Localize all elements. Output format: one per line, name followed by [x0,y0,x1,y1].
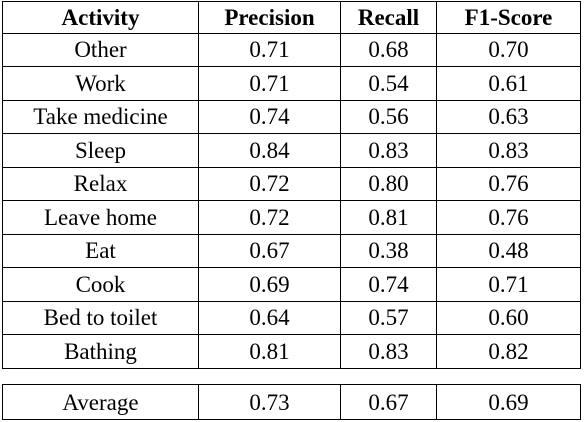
activity-cell: Relax [2,166,199,201]
precision-cell: 0.67 [198,233,341,268]
table-row: Sleep 0.84 0.83 0.83 [2,133,581,168]
recall-cell: 0.80 [340,166,437,201]
precision-cell: 0.84 [198,133,341,168]
precision-cell: 0.71 [198,32,341,67]
f1-cell: 0.63 [436,99,581,134]
precision-cell: 0.69 [198,267,341,302]
activity-cell: Bed to toilet [2,300,199,335]
table-row: Bathing 0.81 0.83 0.82 [2,334,581,369]
table-row: Leave home 0.72 0.81 0.76 [2,200,581,235]
precision-cell: 0.71 [198,66,341,101]
activity-cell: Take medicine [2,99,199,134]
f1-cell: 0.48 [436,233,581,268]
f1-cell: 0.71 [436,267,581,302]
f1-cell: 0.76 [436,200,581,235]
average-recall: 0.67 [340,384,437,420]
precision-cell: 0.74 [198,99,341,134]
recall-cell: 0.74 [340,267,437,302]
table-row: Relax 0.72 0.80 0.76 [2,166,581,201]
table-row: Take medicine 0.74 0.56 0.63 [2,99,581,134]
header-row: Activity Precision Recall F1-Score [2,1,581,34]
activity-cell: Sleep [2,133,199,168]
precision-cell: 0.72 [198,200,341,235]
table-row: Bed to toilet 0.64 0.57 0.60 [2,300,581,335]
header-f1-score: F1-Score [436,1,581,34]
metrics-table: Activity Precision Recall F1-Score Other… [2,1,581,369]
activity-cell: Leave home [2,200,199,235]
average-precision: 0.73 [198,384,341,420]
header-activity: Activity [2,1,199,34]
recall-cell: 0.57 [340,300,437,335]
recall-cell: 0.38 [340,233,437,268]
precision-cell: 0.72 [198,166,341,201]
f1-cell: 0.61 [436,66,581,101]
f1-cell: 0.82 [436,334,581,369]
recall-cell: 0.81 [340,200,437,235]
f1-cell: 0.70 [436,32,581,67]
average-table: Average 0.73 0.67 0.69 [2,384,581,420]
average-row: Average 0.73 0.67 0.69 [2,384,581,420]
f1-cell: 0.60 [436,300,581,335]
average-label: Average [2,384,199,420]
header-precision: Precision [198,1,341,34]
recall-cell: 0.56 [340,99,437,134]
table-row: Work 0.71 0.54 0.61 [2,66,581,101]
table-row: Other 0.71 0.68 0.70 [2,32,581,67]
precision-cell: 0.64 [198,300,341,335]
recall-cell: 0.54 [340,66,437,101]
recall-cell: 0.68 [340,32,437,67]
recall-cell: 0.83 [340,334,437,369]
activity-cell: Work [2,66,199,101]
header-recall: Recall [340,1,437,34]
activity-cell: Bathing [2,334,199,369]
table-row: Eat 0.67 0.38 0.48 [2,233,581,268]
recall-cell: 0.83 [340,133,437,168]
activity-cell: Eat [2,233,199,268]
activity-cell: Other [2,32,199,67]
f1-cell: 0.83 [436,133,581,168]
table-row: Cook 0.69 0.74 0.71 [2,267,581,302]
average-f1: 0.69 [436,384,581,420]
activity-cell: Cook [2,267,199,302]
precision-cell: 0.81 [198,334,341,369]
f1-cell: 0.76 [436,166,581,201]
